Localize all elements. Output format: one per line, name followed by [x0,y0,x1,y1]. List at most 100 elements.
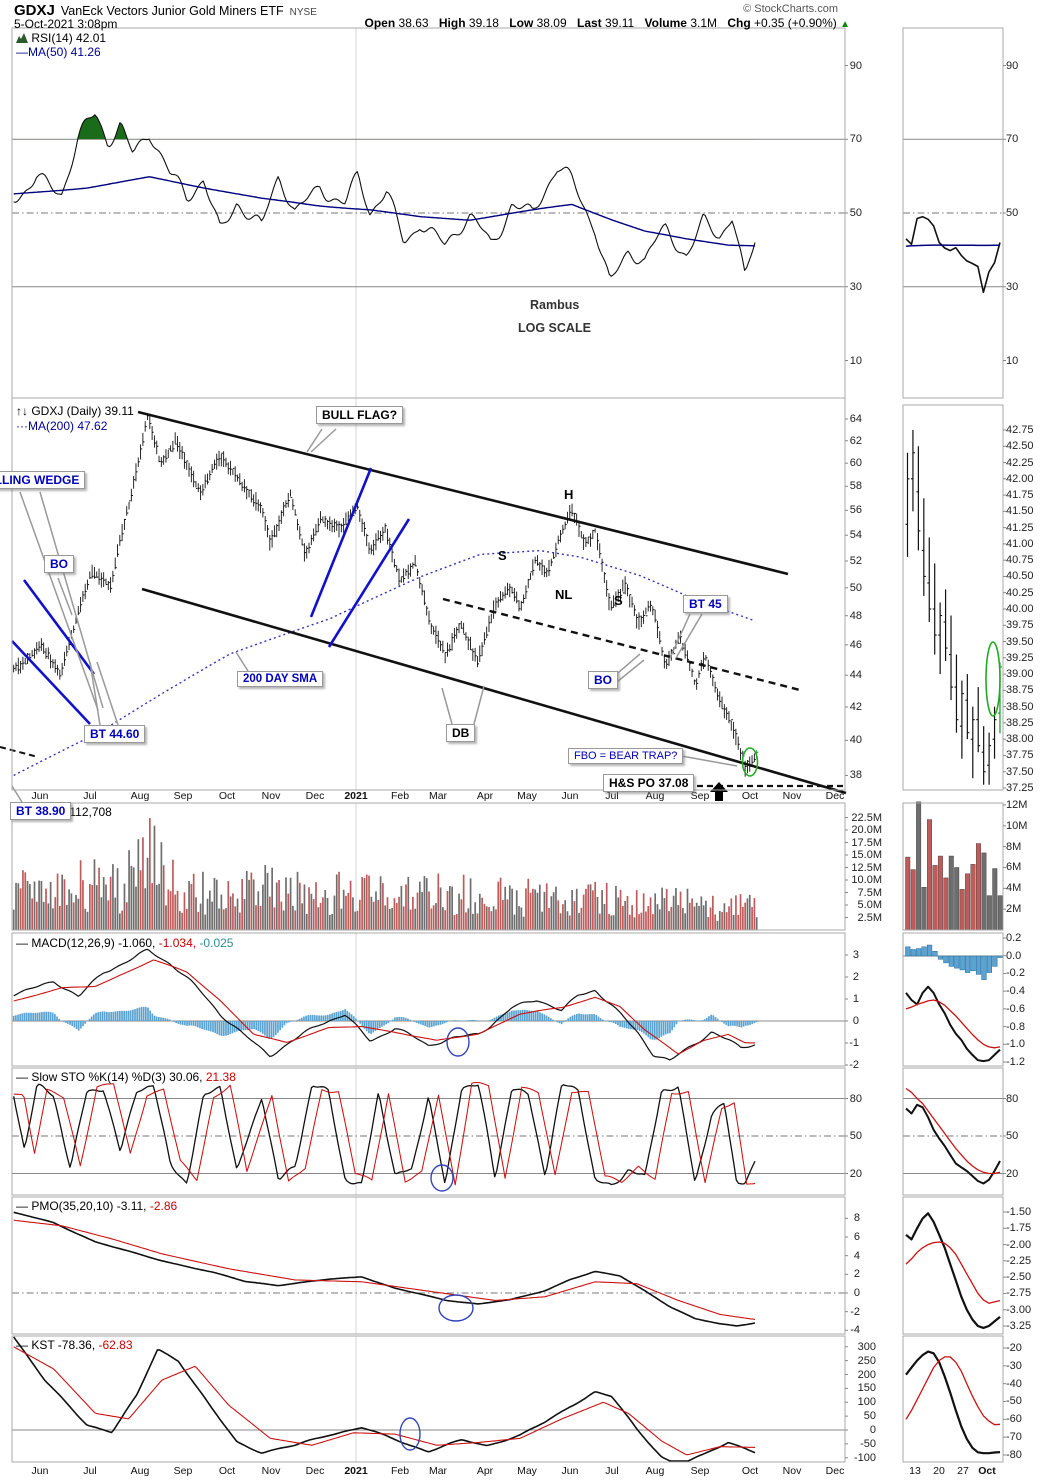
copyright: © StockCharts.com [743,3,838,15]
sto-legend: — Slow STO %K(14) %D(3) 30.06, 21.38 [16,1070,236,1084]
y-axis-label: 58 [849,480,862,493]
y-axis-label: 40.00 [1006,602,1034,615]
pmo-signal-value: -2.86 [149,1199,178,1213]
x-axis-label: Jul [605,790,619,802]
sto-d-value: 21.38 [205,1070,236,1084]
y-axis-label: 38.75 [1006,684,1034,697]
x-axis-label: May [517,1465,537,1477]
y-axis-label: 8M [1006,840,1022,853]
x-axis-label: Dec [305,790,325,802]
volume-label: Volume [644,16,687,30]
fbo-callout: FBO = BEAR TRAP? [568,748,684,764]
y-axis-label: 4M [1006,882,1022,895]
y-axis-label: 10M [1006,819,1028,832]
y-axis-label: 56 [849,504,862,517]
x-axis-label: Dec [305,1465,325,1477]
y-axis-label: 10.0M [851,874,882,886]
y-axis-label: -0.6 [1006,1002,1025,1015]
y-axis-label: -50 [860,1437,876,1450]
updown-icon: ↑↓ [16,404,28,418]
y-axis-label: 12M [1006,798,1028,811]
y-axis-label: 41.75 [1006,489,1034,502]
sto-name: — Slow STO %K(14) %D(3) 30.06, [16,1070,203,1084]
y-axis-label: 37.50 [1006,765,1034,778]
chg-value: +0.35 (+0.90%) [754,16,837,30]
y-axis-label: 46 [849,638,862,651]
bull-flag-callout: BULL FLAG? [316,406,404,424]
pmo-name: — PMO(35,20,10) -3.11, [16,1199,147,1213]
header: GDXJ VanEck Vectors Junior Gold Miners E… [14,2,317,19]
y-axis-label: 39.50 [1006,635,1034,648]
open-value: 38.63 [398,16,429,30]
high-value: 39.18 [468,16,499,30]
left-shoulder-label: S [498,548,507,563]
y-axis-label: 42.75 [1006,424,1034,436]
x-axis-label: Aug [130,790,150,802]
y-axis-label: -1.0 [1006,1038,1025,1051]
y-axis-label: -50 [1006,1395,1022,1408]
y-axis-label: 80 [849,1092,862,1105]
y-axis-label: 42.00 [1006,472,1034,485]
y-axis-label: 80 [1006,1092,1019,1105]
x-axis-label: Aug [645,790,665,802]
y-axis-label: 100 [857,1396,876,1409]
y-axis-label: 62 [849,434,862,447]
kst-signal-value: -62.83 [98,1338,133,1352]
x-axis-label: 27 [957,1465,969,1477]
y-axis-label: -2.50 [1006,1271,1032,1284]
volume-value: 3.1M [690,16,717,30]
y-axis-label: 52 [849,555,862,567]
y-axis-label: 42 [849,701,862,714]
y-axis-label: 39.25 [1006,651,1034,664]
y-axis-label: 90 [1006,59,1019,72]
bt-4460-callout: BT 44.60 [84,725,146,743]
y-axis-label: 2M [1006,903,1022,916]
y-axis-label: 50 [849,1130,862,1142]
x-axis-label: Jun [31,1465,49,1477]
x-axis-label: Dec [825,790,845,802]
kst-legend: — KST -78.36, -62.83 [16,1338,133,1352]
y-axis-label: 6M [1006,861,1022,874]
head-label: H [564,487,574,502]
x-axis-label: Sep [173,790,193,802]
y-axis-label: 41.25 [1006,521,1034,534]
y-axis-label: -40 [1006,1377,1022,1390]
y-axis-label: 50 [849,581,862,594]
y-axis-label: -80 [1006,1448,1022,1461]
x-axis-label: Dec [825,1465,845,1477]
x-axis-label: Apr [476,790,494,802]
y-axis-label: -100 [853,1451,876,1464]
y-axis-label: -2.75 [1006,1287,1032,1300]
x-axis-label: Oct [218,790,236,802]
y-axis-label: 50 [849,207,862,219]
bo-left-callout: BO [44,555,74,573]
low-value: 38.09 [536,16,567,30]
y-axis-label: 5.0M [857,899,882,911]
y-axis-label: 39.00 [1006,668,1034,681]
x-axis-label: Nov [261,1465,281,1477]
x-axis-label: Apr [476,1465,494,1477]
y-axis-label: 64 [849,413,862,426]
y-axis-label: -1 [849,1037,859,1049]
y-axis-label: 40.25 [1006,586,1034,599]
y-axis-label: 200 [857,1368,876,1381]
y-axis-label: -70 [1006,1431,1022,1444]
x-axis-label: Nov [782,790,802,802]
rambus-note: Rambus [530,298,580,312]
sma200-callout: 200 DAY SMA [237,671,324,687]
y-axis-label: -1.2 [1006,1055,1025,1068]
last-label: Last [577,16,602,30]
y-axis-label: 50 [1006,1130,1019,1142]
rsi-legend: RSI(14) 42.01 [16,31,106,45]
y-axis-label: 4 [853,1249,860,1262]
x-axis-label: Jun [561,790,579,802]
y-axis-label: 7.5M [857,886,882,899]
y-axis-label: -0.2 [1006,967,1025,980]
y-axis-label: -1.75 [1006,1222,1032,1235]
x-axis-label: Oct [741,790,759,802]
y-axis-label: 40.75 [1006,554,1034,567]
x-axis-label: Feb [390,790,410,802]
x-axis-label: May [517,790,537,802]
y-axis-label: 2.5M [857,911,882,924]
